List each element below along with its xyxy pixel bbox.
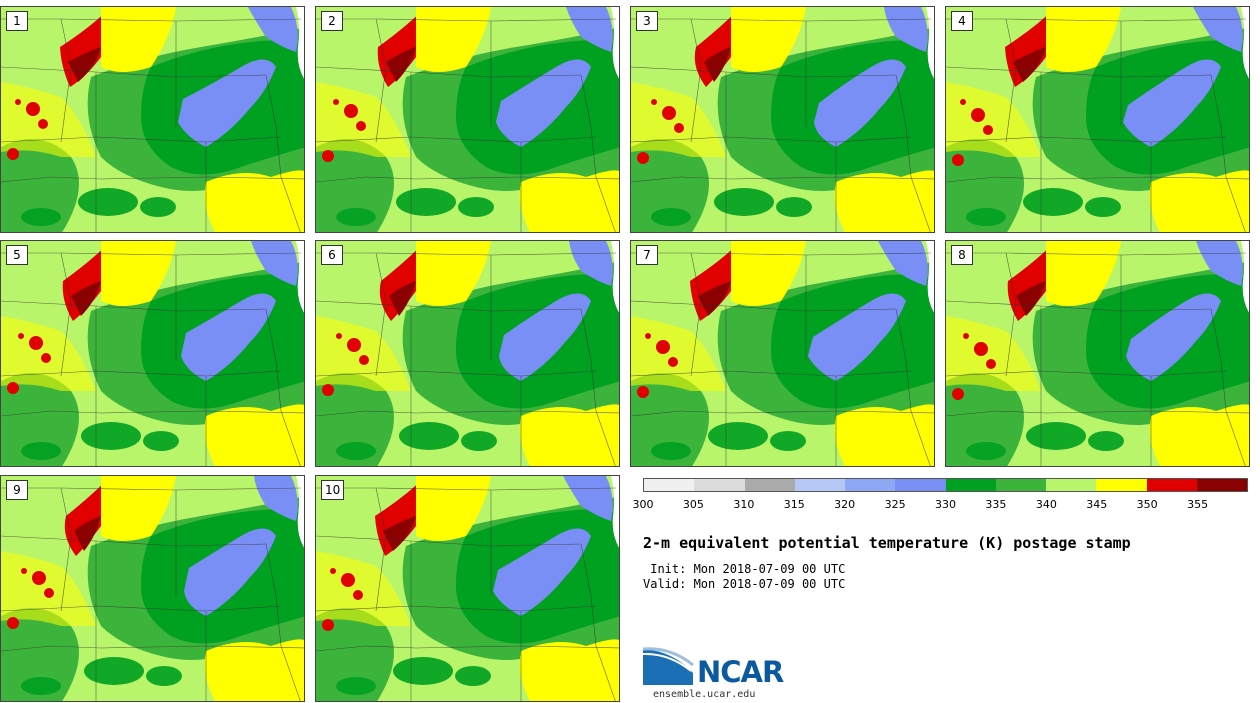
colorbar-tick-label: 300	[632, 498, 654, 511]
colorbar-tick-label: 350	[1136, 498, 1158, 511]
map-panel: 2	[315, 6, 620, 233]
colorbar-swatch	[694, 479, 745, 491]
panel-number: 10	[321, 480, 345, 500]
page-title: 2-m equivalent potential temperature (K)…	[643, 534, 1131, 552]
colorbar-tick-label: 325	[884, 498, 906, 511]
colorbar-tick-label: 315	[783, 498, 805, 511]
colorbar-tick-label: 340	[1035, 498, 1057, 511]
member-map	[316, 7, 619, 232]
colorbar-tick-label: 330	[935, 498, 956, 511]
map-panel: 7	[630, 240, 935, 467]
colorbar-tick-label: 335	[985, 498, 1007, 511]
colorbar-swatch	[744, 479, 795, 491]
site-url: ensemble.ucar.edu	[653, 689, 756, 700]
colorbar-swatch	[794, 479, 845, 491]
colorbar-swatch	[895, 479, 946, 491]
colorbar-tick-label: 310	[733, 498, 755, 511]
map-panel: 4	[945, 6, 1250, 233]
panel-number: 9	[6, 480, 28, 500]
member-map	[631, 241, 934, 466]
map-panel: 5	[0, 240, 305, 467]
panel-number: 8	[951, 245, 973, 265]
map-panel: 3	[630, 6, 935, 233]
member-map	[1, 476, 304, 701]
map-panel: 9	[0, 475, 305, 702]
colorbar-tick-label: 355	[1187, 498, 1209, 511]
panel-number: 7	[636, 245, 658, 265]
member-map	[946, 7, 1249, 232]
colorbar-ticks: 300 305 310 315 320 325 330 335 340 345 350 355	[633, 498, 1248, 512]
ncar-logo-icon	[643, 647, 694, 685]
member-map	[946, 241, 1249, 466]
colorbar-tick-label: 320	[834, 498, 856, 511]
colorbar-swatch	[1146, 479, 1197, 491]
colorbar-tick-label: 345	[1086, 498, 1108, 511]
map-panel: 8	[945, 240, 1250, 467]
colorbar-tick-label: 305	[682, 498, 704, 511]
panel-number: 6	[321, 245, 343, 265]
colorbar-swatch	[1096, 479, 1147, 491]
member-map	[1, 7, 304, 232]
colorbar-swatch	[845, 479, 896, 491]
panel-number: 3	[636, 11, 658, 31]
map-panel: 10	[315, 475, 620, 702]
valid-time: Valid: Mon 2018-07-09 00 UTC	[643, 577, 846, 591]
time-info: Init: Mon 2018-07-09 00 UTC Valid: Mon 2…	[643, 562, 845, 592]
colorbar	[643, 478, 1248, 492]
colorbar-swatch	[1196, 479, 1247, 491]
colorbar-swatch	[644, 479, 695, 491]
panel-number: 1	[6, 11, 28, 31]
panel-number: 5	[6, 245, 28, 265]
map-panel: 1	[0, 6, 305, 233]
member-map	[1, 241, 304, 466]
colorbar-swatch	[1046, 479, 1097, 491]
member-map	[316, 476, 619, 701]
init-time: Init: Mon 2018-07-09 00 UTC	[643, 562, 846, 576]
colorbar-swatch	[945, 479, 996, 491]
logo-text: NCAR	[697, 655, 784, 689]
panel-number: 2	[321, 11, 343, 31]
colorbar-swatch	[995, 479, 1046, 491]
panel-number: 4	[951, 11, 973, 31]
member-map	[631, 7, 934, 232]
map-panel: 6	[315, 240, 620, 467]
member-map	[316, 241, 619, 466]
